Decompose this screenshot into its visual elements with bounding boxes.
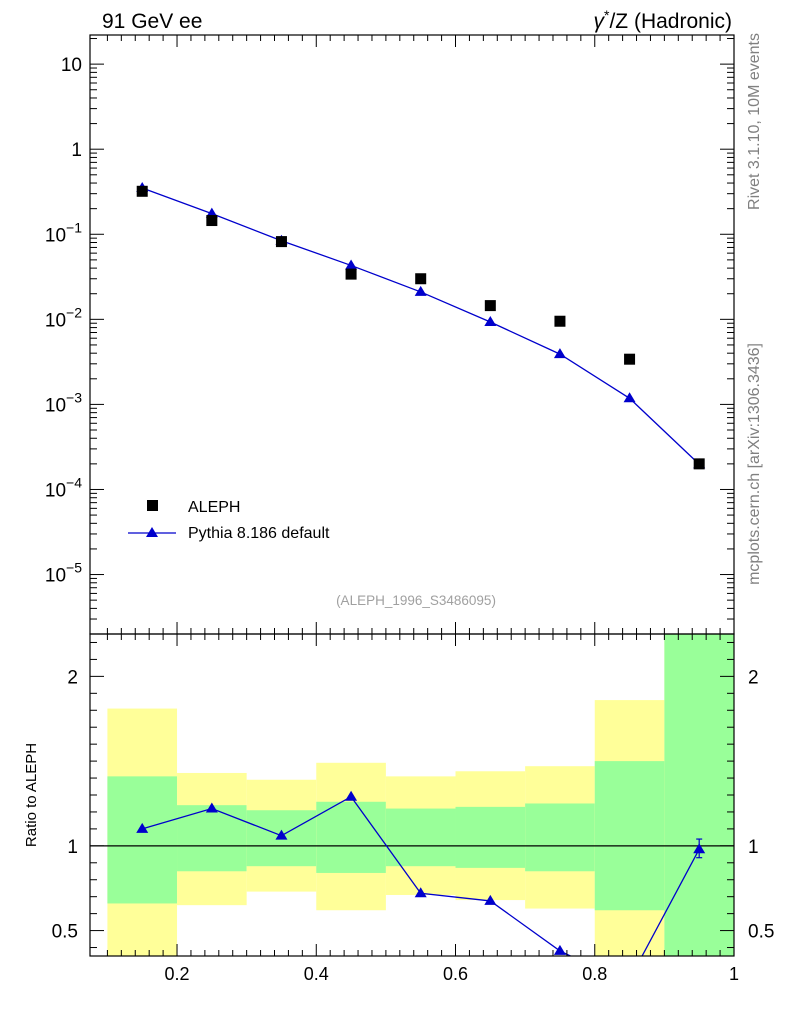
title-right: γ*/Z (Hadronic) — [594, 7, 732, 33]
x-tick-label-2: 0.6 — [443, 964, 468, 984]
mc-marker-3 — [345, 259, 358, 270]
ratio-y-tick-label-left-1: 1 — [67, 837, 78, 858]
x-tick-label-1: 0.4 — [304, 964, 329, 984]
ratio-marker-5 — [484, 894, 497, 905]
band-inner-bin-4 — [385, 808, 456, 867]
band-inner-bin-7 — [594, 761, 665, 911]
main-y-tick-label-6: 10−5 — [45, 560, 82, 587]
ratio-marker-2 — [275, 829, 288, 840]
analysis-tag: (ALEPH_1996_S3486095) — [336, 593, 496, 608]
band-inner-bin-1 — [177, 805, 247, 872]
x-tick-label-4: 1 — [729, 964, 739, 984]
data-marker-6 — [554, 315, 566, 327]
ratio-y-tick-label-right-1: 1 — [748, 837, 759, 858]
legend-mc-label: Pythia 8.186 default — [188, 525, 330, 542]
title-left: 91 GeV ee — [102, 10, 202, 33]
ratio-uncertainty-bands — [107, 634, 734, 956]
ratio-marker-6 — [553, 944, 566, 955]
legend-mc-marker — [146, 527, 158, 537]
rivet-label: Rivet 3.1.10, 10M events — [746, 33, 763, 210]
data-marker-2 — [275, 236, 287, 248]
main-y-tick-label-1: 1 — [71, 140, 82, 161]
data-marker-5 — [484, 300, 496, 312]
mc-marker-5 — [484, 316, 497, 327]
ratio-ylabel: Ratio to ALEPH — [23, 743, 40, 847]
tick-marks — [90, 35, 734, 956]
legend-data-marker — [147, 500, 158, 511]
x-tick-label-3: 0.8 — [582, 964, 607, 984]
main-frame — [89, 34, 735, 635]
tick-labels: 0.2 0.4 0.6 0.8 1 10 1 10−1 10−2 10−3 10−4 10−5 0.5 0… — [45, 55, 775, 984]
ratio-marker-4 — [414, 887, 427, 898]
mc-marker-4 — [414, 285, 427, 296]
main-y-tick-label-3: 10−2 — [45, 304, 82, 331]
mcplots-label: mcplots.cern.ch [arXiv:1306.3436] — [746, 343, 763, 585]
ratio-marker-3 — [345, 790, 358, 801]
ratio-y-tick-label-right-2: 2 — [748, 667, 759, 688]
data-marker-4 — [415, 273, 427, 285]
main-y-tick-label-0: 10 — [61, 55, 82, 76]
ratio-marker-10 — [693, 843, 706, 854]
legend: ALEPH Pythia 8.186 default — [128, 499, 330, 542]
ratio-marker-1 — [205, 802, 218, 813]
ratio-y-tick-label-right-0: 0.5 — [748, 922, 774, 943]
main-y-tick-label-4: 10−3 — [45, 389, 82, 416]
ratio-y-tick-label-left-0: 0.5 — [52, 922, 78, 943]
mc-marker-7 — [623, 392, 636, 403]
band-inner-bin-3 — [316, 801, 386, 873]
legend-data-label: ALEPH — [188, 499, 240, 516]
main-y-tick-label-5: 10−4 — [45, 474, 82, 501]
band-inner-bin-0 — [107, 776, 178, 904]
ratio-series-layer — [136, 790, 706, 956]
data-marker-3 — [345, 268, 357, 280]
mc-marker-6 — [553, 348, 566, 359]
band-inner-bin-6 — [525, 803, 595, 872]
ratio-marker-0 — [136, 822, 149, 833]
data-marker-0 — [136, 185, 148, 197]
main-series-layer — [136, 181, 706, 470]
data-marker-7 — [624, 353, 636, 365]
ratio-y-tick-label-left-2: 2 — [67, 667, 78, 688]
mc-curve — [141, 187, 700, 465]
data-marker-1 — [206, 215, 218, 227]
x-tick-label-0: 0.2 — [165, 964, 190, 984]
band-inner-bin-5 — [455, 806, 526, 868]
data-marker-8 — [693, 458, 705, 470]
band-inner-bin-8 — [664, 634, 734, 956]
main-y-tick-label-2: 10−1 — [45, 219, 82, 246]
